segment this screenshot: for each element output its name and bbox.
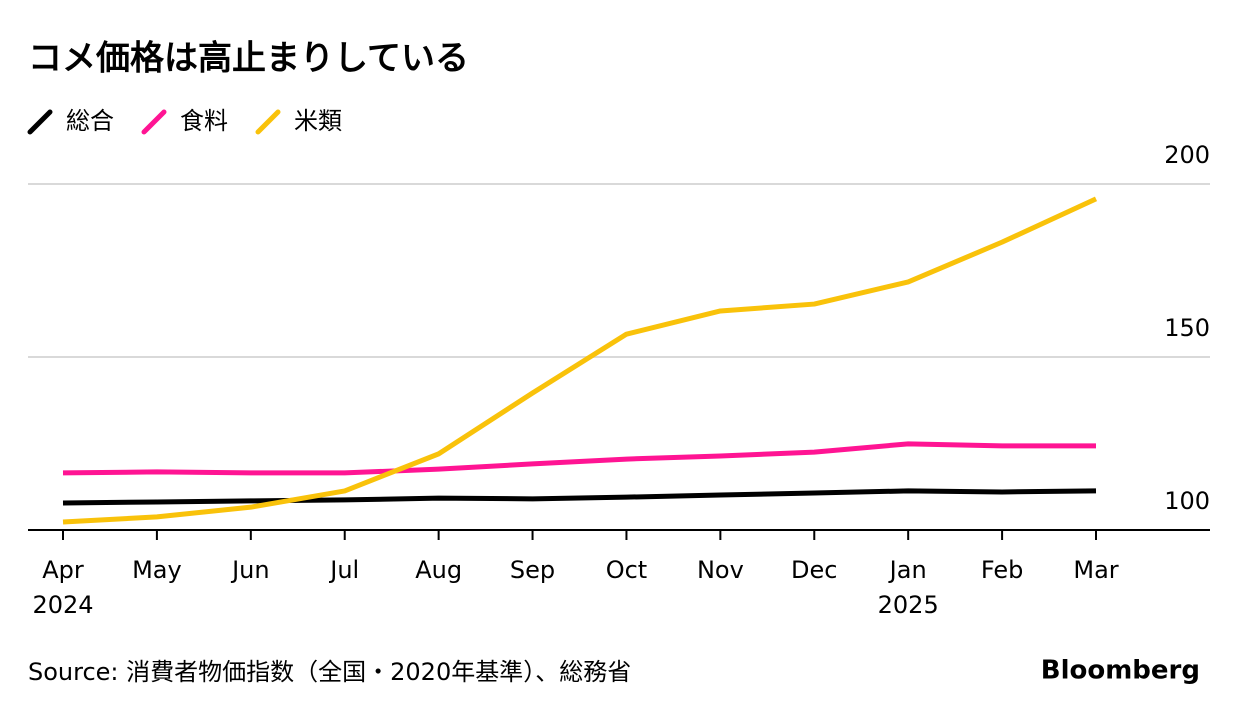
- y-tick-label: 150: [1164, 314, 1210, 342]
- x-tick-label: Oct: [606, 556, 648, 584]
- x-tick-label: Sep: [510, 556, 555, 584]
- x-tick-label: Jun: [230, 556, 270, 584]
- legend-swatch: [27, 109, 53, 135]
- legend-label: 食料: [180, 107, 228, 135]
- x-tick-label: Jan: [888, 556, 927, 584]
- legend-swatch: [141, 109, 167, 135]
- x-tick-label: Feb: [981, 556, 1024, 584]
- line-series: [62, 196, 1098, 525]
- line-series: [62, 488, 1097, 506]
- x-tick-label: Aug: [415, 556, 462, 584]
- x-tick-label: Dec: [791, 556, 837, 584]
- legend-swatch: [255, 109, 281, 135]
- x-tick-label: Apr: [42, 556, 84, 584]
- x-tick-label: Nov: [697, 556, 744, 584]
- y-tick-label: 100: [1164, 487, 1210, 515]
- x-year-label: 2024: [32, 591, 93, 619]
- x-tick-label: Jul: [328, 556, 359, 584]
- logo: Bloomberg: [1041, 656, 1200, 686]
- x-year-label: 2025: [878, 591, 939, 619]
- source: Source: 消費者物価指数（全国・2020年基準）、総務省: [28, 658, 631, 686]
- x-tick-label: May: [132, 556, 182, 584]
- y-tick-label: 200: [1164, 141, 1210, 169]
- line-series: [62, 441, 1096, 476]
- legend-label: 米類: [294, 107, 342, 135]
- legend-label: 総合: [66, 107, 114, 135]
- x-tick-label: Mar: [1073, 556, 1118, 584]
- chart-title: コメ価格は高止まりしている: [28, 39, 469, 79]
